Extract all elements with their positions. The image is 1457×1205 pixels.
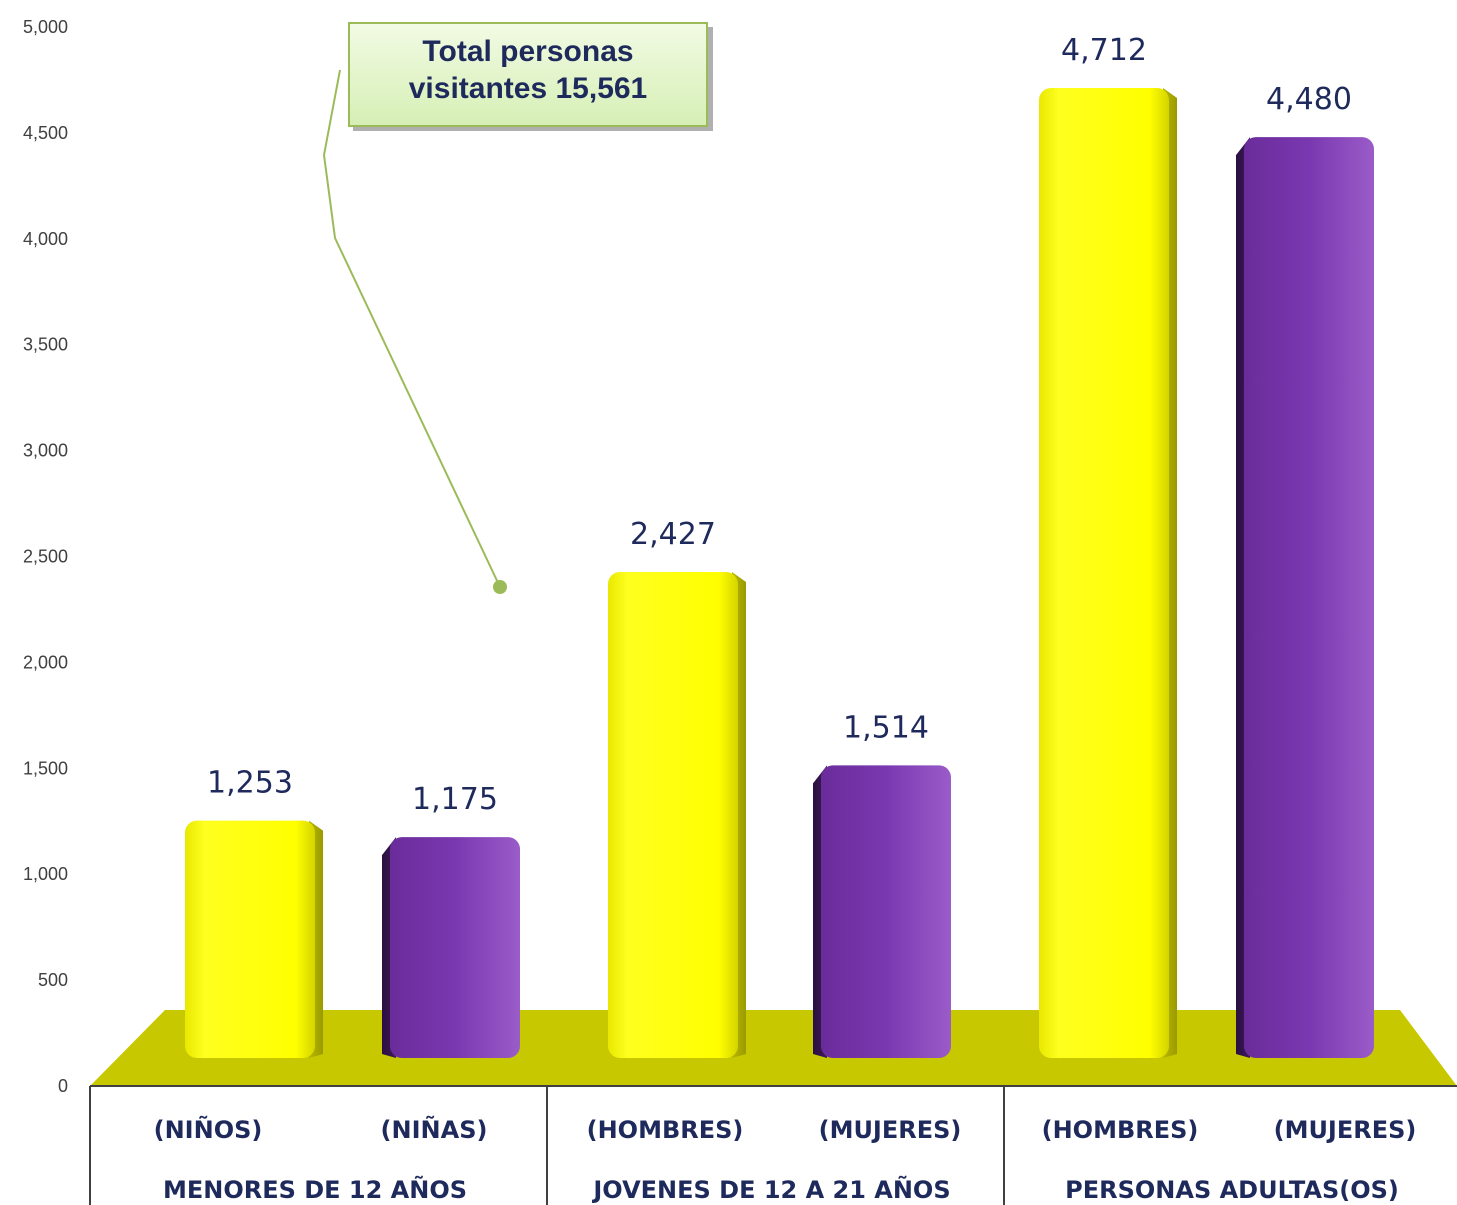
data-labels-layer: 1,253 1,175 2,427 1,514 4,712 4,480 xyxy=(207,33,1352,817)
total-callout: Total personas visitantes 15,561 xyxy=(322,22,713,594)
bar-face xyxy=(1039,87,1169,1058)
callout-leader-dot xyxy=(493,580,507,594)
callout-box xyxy=(348,22,708,127)
bar xyxy=(608,571,746,1058)
category-label: (NIÑAS) xyxy=(381,1115,488,1144)
category-labels: (NIÑOS) (NIÑAS) (HOMBRES) (MUJERES) (HOMBRES… xyxy=(154,1115,1417,1144)
category-label: (HOMBRES) xyxy=(1042,1116,1199,1144)
bar xyxy=(382,837,520,1058)
category-label: (MUJERES) xyxy=(819,1116,962,1144)
data-label: 1,514 xyxy=(843,710,929,745)
y-tick-label: 500 xyxy=(38,970,68,990)
data-label: 4,712 xyxy=(1061,33,1147,68)
bar-face xyxy=(390,837,520,1058)
bars-layer xyxy=(185,87,1374,1059)
group-label: MENORES DE 12 AÑOS xyxy=(163,1175,467,1204)
callout-leader-line xyxy=(322,69,501,588)
callout-line-2: visitantes 15,561 xyxy=(409,72,648,105)
callout-line-1: Total personas xyxy=(422,35,633,68)
bar xyxy=(1039,87,1177,1058)
data-label: 4,480 xyxy=(1266,82,1352,117)
bar xyxy=(1236,137,1374,1059)
y-tick-label: 1,000 xyxy=(23,864,68,884)
y-tick-label: 5,000 xyxy=(23,17,68,37)
data-label: 2,427 xyxy=(630,517,716,552)
bar xyxy=(185,820,323,1058)
y-tick-label: 0 xyxy=(58,1076,68,1096)
y-tick-label: 4,500 xyxy=(23,123,68,143)
group-label: PERSONAS ADULTAS(OS) xyxy=(1065,1176,1399,1204)
bar-face xyxy=(185,820,315,1058)
group-labels: MENORES DE 12 AÑOS JOVENES DE 12 A 21 AÑO… xyxy=(163,1175,1399,1204)
y-tick-label: 4,000 xyxy=(23,229,68,249)
bar xyxy=(813,765,951,1058)
data-label: 1,253 xyxy=(207,766,293,801)
y-tick-label: 2,000 xyxy=(23,652,68,672)
y-tick-label: 1,500 xyxy=(23,758,68,778)
group-label: JOVENES DE 12 A 21 AÑOS xyxy=(591,1175,950,1204)
bar-face xyxy=(821,765,951,1058)
y-tick-label: 3,500 xyxy=(23,335,68,355)
bar-face xyxy=(1244,137,1374,1059)
data-label: 1,175 xyxy=(412,782,498,817)
category-label: (NIÑOS) xyxy=(154,1115,263,1144)
y-tick-label: 2,500 xyxy=(23,547,68,567)
category-label: (HOMBRES) xyxy=(587,1116,744,1144)
bar-face xyxy=(608,571,738,1058)
y-tick-label: 3,000 xyxy=(23,441,68,461)
y-axis: 0 500 1,000 1,500 2,000 2,500 3,000 3,500 4,000 4… xyxy=(23,17,68,1096)
category-label: (MUJERES) xyxy=(1274,1116,1417,1144)
